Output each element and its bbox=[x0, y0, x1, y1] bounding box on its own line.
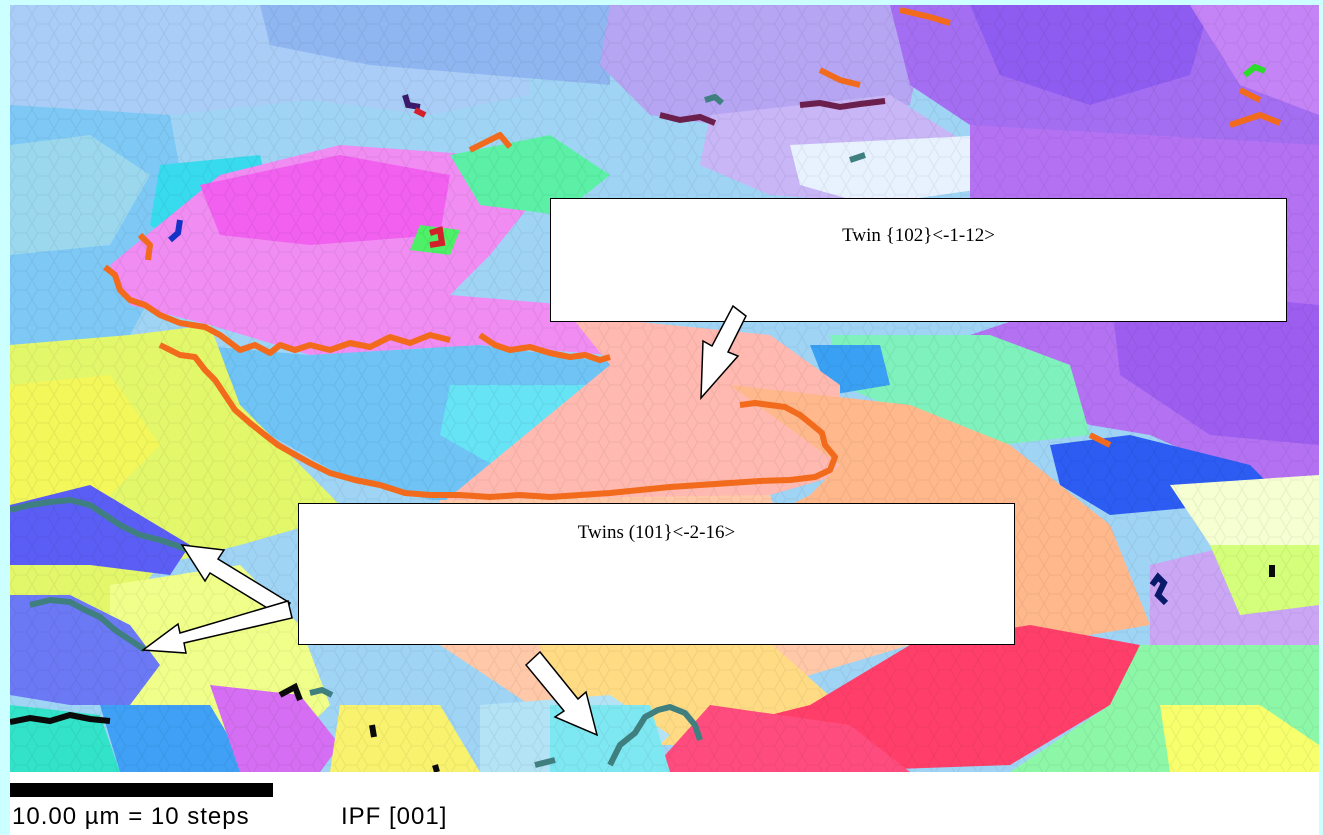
grain-regions bbox=[10, 5, 1319, 772]
twin-102-callout: Twin {102}<-1-12> bbox=[550, 198, 1287, 322]
twin-101-boundaries bbox=[10, 94, 866, 768]
twin-101-callout: Twins (101}<-2-16> bbox=[298, 503, 1015, 645]
ipf-label: IPF [001] bbox=[341, 803, 448, 830]
twin-102-boundaries bbox=[103, 7, 1282, 500]
scale-label: 10.00 µm = 10 steps bbox=[12, 803, 250, 830]
scale-bar bbox=[10, 783, 273, 797]
scale-footer: 10.00 µm = 10 steps IPF [001] bbox=[10, 772, 1319, 835]
misc-boundaries bbox=[10, 63, 1275, 772]
twin-101-label: Twins (101}<-2-16> bbox=[577, 522, 736, 543]
twin-102-label: Twin {102}<-1-12> bbox=[842, 225, 995, 246]
ipf-orientation-map bbox=[10, 5, 1319, 772]
